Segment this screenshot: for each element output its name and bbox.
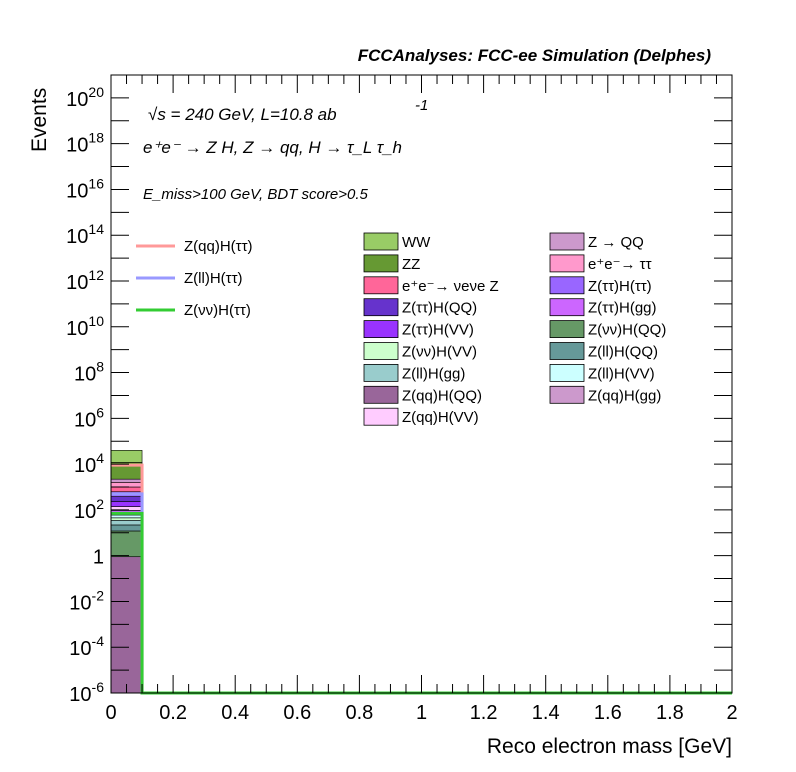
energy-text: √s = 240 GeV, L=10.8 ab: [148, 105, 337, 124]
stack-bar: [110, 520, 143, 526]
y-tick-label: 1014: [66, 221, 104, 248]
y-tick-label: 1012: [66, 267, 104, 294]
x-tick-label: 1.8: [656, 702, 684, 724]
x-tick-label: 0.4: [221, 702, 249, 724]
x-tick-label: 0.2: [159, 702, 187, 724]
legend-label: Z(ll)H(gg): [402, 365, 465, 382]
stack-bar: [110, 450, 143, 463]
energy-annotation: √s = 240 GeV, L=10.8 ab -1: [148, 97, 428, 124]
signal-histograms: [111, 463, 732, 695]
legend-swatch: [549, 363, 585, 382]
legend-swatch: [549, 254, 585, 273]
signal-line: [111, 492, 732, 695]
legend-backgrounds-col1: WW ZZ e⁺e⁻→ νeνe Z Z(ττ)H(QQ) Z(ττ)H(VV) Z(νν…: [363, 232, 499, 426]
x-tick-label: 0.8: [345, 702, 373, 724]
legend-swatch: [363, 385, 399, 404]
legend-swatch: [363, 407, 399, 426]
legend-label: Z(qq)H(VV): [402, 409, 479, 426]
energy-exponent: -1: [415, 97, 428, 114]
legend-label: Z(νν)H(ττ): [184, 302, 251, 319]
legend-label: Z(ll)H(QQ): [588, 344, 658, 361]
stack-bar: [110, 524, 143, 532]
y-tick-label: 1: [93, 547, 104, 569]
y-tick-label: 10-6: [69, 679, 104, 706]
stack-bar: [110, 501, 143, 507]
stack-bar: [110, 514, 143, 519]
process-annotation: e⁺e⁻ → Z H, Z → qq, H → τ_L τ_h: [143, 138, 402, 157]
legend-swatch: [363, 320, 399, 339]
y-tick-label: 1018: [66, 130, 104, 157]
y-tick-label: 102: [74, 496, 104, 523]
legend-swatch: [549, 232, 585, 251]
legend-swatch: [363, 232, 399, 251]
x-tick-label: 0: [105, 702, 116, 724]
legend-backgrounds-col2: Z → QQ e⁺e⁻→ ττ Z(ττ)H(ττ) Z(ττ)H(gg) Z(νν)H…: [549, 232, 666, 404]
selection-annotation: E_miss>100 GeV, BDT score>0.5: [143, 186, 368, 203]
stack-bar: [110, 486, 143, 493]
stack-bar: [110, 530, 143, 558]
y-tick-label: 1010: [66, 313, 104, 340]
y-tick-label: 1020: [66, 84, 104, 111]
x-tick-label: 1: [416, 702, 427, 724]
stack-bar: [110, 478, 143, 483]
stack-bar: [110, 556, 143, 694]
legend-signals: Z(qq)H(ττ) Z(ll)H(ττ) Z(νν)H(ττ): [136, 238, 253, 319]
y-tick-label: 108: [74, 359, 104, 386]
x-axis-label: Reco electron mass [GeV]: [487, 735, 732, 758]
chart-title: FCCAnalyses: FCC-ee Simulation (Delphes): [358, 46, 712, 65]
legend-swatch: [549, 385, 585, 404]
plot-frame: [110, 74, 733, 694]
y-tick-label: 106: [74, 404, 104, 431]
stack-bar: [110, 496, 143, 502]
legend-label: Z(ll)H(ττ): [184, 270, 243, 287]
legend-label: Z(ττ)H(ττ): [588, 278, 652, 295]
x-tick-label: 1.4: [532, 702, 560, 724]
legend-swatch: [363, 342, 399, 360]
axis-ticks: [110, 74, 733, 694]
x-tick-label: 2: [726, 702, 737, 724]
stack-bar: [110, 517, 143, 521]
x-tick-label: 1.2: [470, 702, 498, 724]
y-axis-label: Events: [28, 88, 51, 152]
legend-swatch: [363, 363, 399, 382]
legend-swatch: [363, 276, 399, 295]
legend-label: Z → QQ: [588, 234, 644, 251]
legend-label: Z(ττ)H(gg): [588, 300, 657, 317]
legend-swatch: [549, 276, 585, 295]
legend-label: Z(ττ)H(QQ): [402, 300, 477, 317]
legend-label: Z(qq)H(gg): [588, 387, 661, 404]
legend-label: Z(νν)H(VV): [402, 344, 477, 361]
x-tick-label: 1.6: [594, 702, 622, 724]
legend-label: e⁺e⁻→ ττ: [588, 256, 652, 273]
legend-label: WW: [402, 234, 431, 251]
legend-label: ZZ: [402, 256, 420, 273]
y-tick-labels: 10-6 10-4 10-2 1 102 104 106 108 1010 1012 1014 101…: [66, 84, 104, 706]
legend-swatch: [549, 320, 585, 339]
legend-label: Z(qq)H(ττ): [184, 238, 253, 255]
signal-line: [111, 511, 732, 695]
legend-label: Z(νν)H(QQ): [588, 322, 666, 339]
legend-label: Z(qq)H(QQ): [402, 387, 482, 404]
legend-swatch: [363, 298, 399, 317]
y-tick-label: 10-4: [69, 633, 104, 660]
x-tick-labels: 0 0.2 0.4 0.6 0.8 1 1.2 1.4 1.6 1.8 2: [105, 702, 737, 724]
y-tick-label: 10-2: [69, 587, 104, 614]
legend-swatch: [363, 254, 399, 273]
y-tick-label: 104: [74, 450, 104, 477]
legend-label: Z(ττ)H(VV): [402, 322, 474, 339]
legend-label: Z(ll)H(VV): [588, 365, 655, 382]
y-tick-label: 1016: [66, 175, 104, 202]
legend-label: e⁺e⁻→ νeνe Z: [402, 278, 499, 295]
stack-bar: [110, 482, 143, 488]
x-tick-label: 0.6: [283, 702, 311, 724]
legend-swatch: [549, 298, 585, 317]
signal-line: [111, 463, 732, 695]
legend-swatch: [549, 342, 585, 360]
